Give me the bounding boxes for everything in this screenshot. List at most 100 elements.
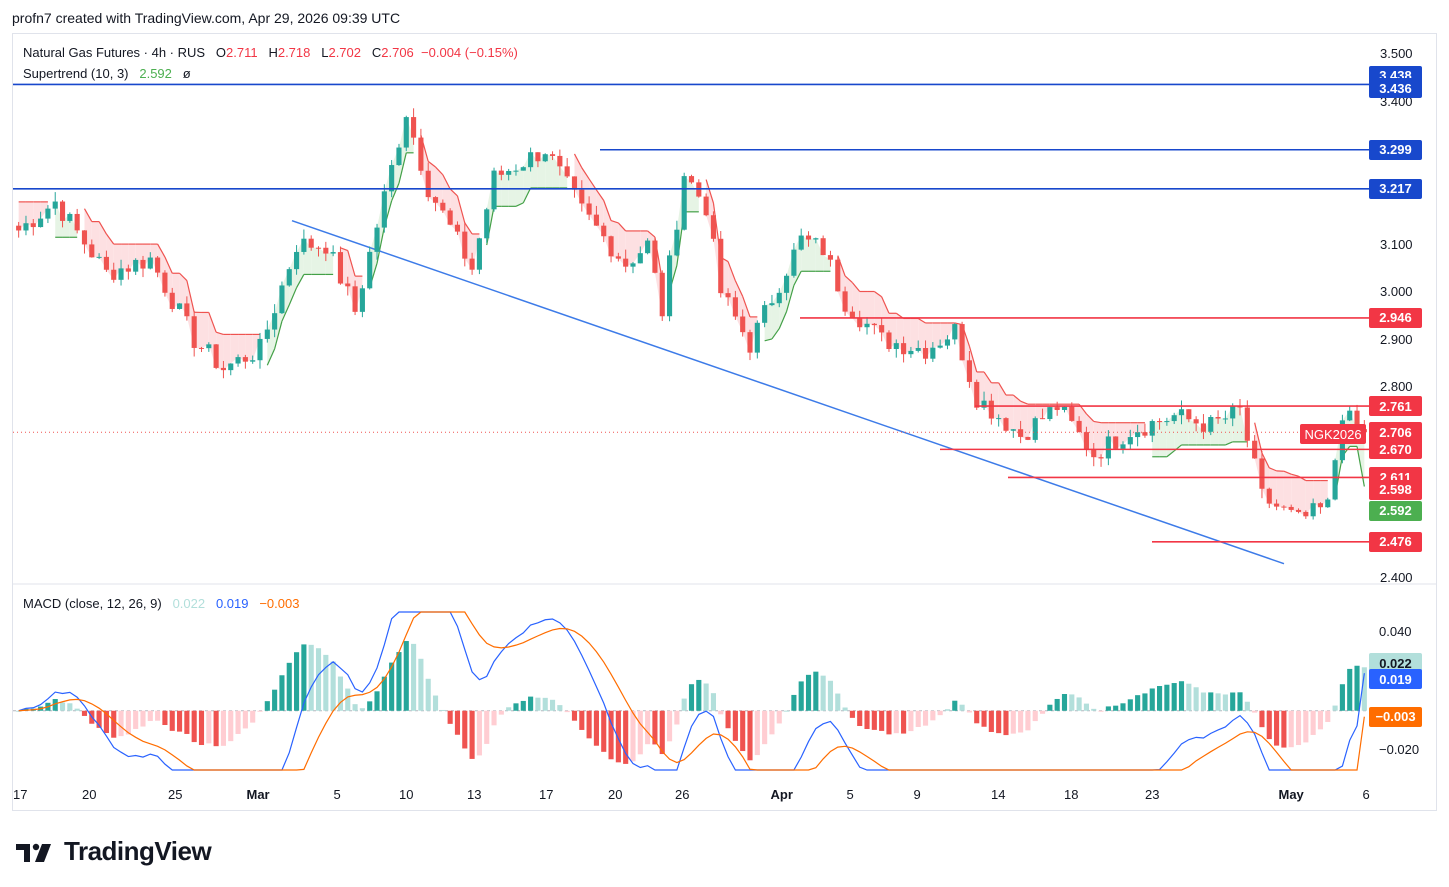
macd-signal-value: −0.003 — [259, 596, 300, 611]
candle-body — [367, 251, 373, 289]
macd-histogram-bar — [857, 710, 863, 727]
supertrend-line — [764, 338, 773, 342]
macd-histogram-bar — [944, 709, 951, 711]
candle-body — [1164, 421, 1170, 423]
macd-histogram-bar — [184, 710, 190, 734]
tradingview-logo[interactable]: TradingView — [14, 836, 212, 867]
candle-body — [1047, 407, 1053, 419]
supertrend-line — [266, 348, 276, 366]
macd-histogram-bar — [374, 691, 380, 711]
macd-histogram-bar — [1010, 710, 1016, 734]
macd-histogram-bar — [462, 710, 468, 749]
macd-histogram-bar — [279, 675, 285, 711]
macd-histogram-bar — [1244, 701, 1250, 711]
price-axis-tick: 2.400 — [1380, 570, 1413, 585]
candle-body — [1303, 511, 1309, 517]
candle-body — [615, 256, 621, 259]
macd-histogram-bar — [615, 710, 621, 763]
macd-histogram-bar — [586, 710, 592, 739]
brand-name: TradingView — [64, 836, 212, 866]
macd-histogram-bar — [381, 676, 387, 711]
candle-body — [279, 285, 285, 314]
macd-histogram-bar — [637, 710, 643, 755]
macd-histogram-bar — [1091, 708, 1097, 711]
candle-body — [403, 117, 409, 148]
candle-body — [440, 202, 446, 211]
macd-histogram-bar — [1164, 684, 1170, 711]
candle-body — [549, 154, 556, 156]
macd-histogram-bar — [571, 710, 578, 721]
supertrend-line — [208, 312, 217, 333]
candle-body — [1171, 415, 1177, 422]
supertrend-fill — [1305, 480, 1314, 517]
supertrend-line — [573, 153, 583, 169]
supertrend-fill — [1035, 404, 1043, 419]
macd-histogram-bar — [528, 696, 534, 711]
supertrend-legend: Supertrend (10, 3) 2.592 ø — [23, 66, 191, 81]
supertrend-line — [157, 243, 166, 258]
candle-body — [791, 249, 797, 276]
supertrend-fill — [318, 247, 326, 275]
supertrend-fill — [545, 154, 553, 188]
macd-histogram-bar — [74, 708, 80, 711]
supertrend-line — [742, 296, 751, 318]
macd-histogram-bar — [257, 710, 263, 712]
macd-histogram-bar — [842, 707, 848, 711]
supertrend-line — [515, 202, 524, 207]
macd-histogram-bar — [1120, 703, 1126, 711]
macd-histogram-bar — [1339, 684, 1345, 711]
macd-histogram-bar — [820, 675, 826, 711]
symbol-title: Natural Gas Futures · 4h · RUS — [23, 45, 206, 60]
time-axis-tick: 9 — [913, 787, 921, 802]
supertrend-line — [595, 189, 605, 201]
macd-histogram-bar — [1274, 710, 1280, 746]
supertrend-line — [881, 296, 890, 314]
macd-histogram-bar — [242, 710, 248, 729]
candle-body — [1193, 419, 1199, 424]
macd-histogram-bar — [696, 679, 702, 711]
macd-histogram-bar — [411, 643, 417, 711]
time-axis-tick: 18 — [1064, 787, 1079, 802]
candle-body — [308, 238, 314, 248]
candle-body — [1127, 437, 1133, 445]
macd-histogram-bar — [352, 704, 358, 711]
macd-histogram-bar — [1003, 710, 1009, 736]
supertrend-line — [837, 255, 846, 277]
candle-body — [1332, 460, 1338, 500]
macd-histogram-bar — [155, 710, 161, 721]
supertrend-line — [1012, 394, 1021, 402]
macd-histogram-bar — [323, 654, 329, 711]
chart-frame[interactable] — [12, 33, 1437, 811]
macd-histogram-bar — [1222, 694, 1228, 711]
candle-body — [272, 313, 278, 330]
macd-histogram-bar — [1281, 710, 1287, 748]
last-price-tag: 2.706 — [1369, 422, 1422, 443]
macd-histogram-bar — [805, 674, 812, 711]
macd-signal-line — [18, 611, 1365, 771]
candle-body — [732, 297, 738, 317]
candle-body — [45, 208, 51, 219]
macd-histogram-bar — [1083, 703, 1089, 711]
candle-body — [564, 166, 570, 177]
macd-histogram-bar — [440, 709, 446, 711]
candle-body — [235, 357, 241, 364]
supertrend-line — [427, 160, 436, 168]
candle-body — [396, 147, 402, 166]
candle-body — [879, 325, 885, 333]
macd-axis-tick: −0.020 — [1379, 742, 1420, 758]
candle-body — [1347, 410, 1353, 421]
macd-histogram-bar — [542, 697, 548, 711]
candle-body — [323, 247, 329, 254]
candle-body — [425, 170, 431, 198]
candle-body — [754, 322, 760, 353]
candle-body — [1186, 409, 1192, 420]
supertrend-fill — [245, 334, 253, 362]
macd-histogram-bar — [747, 710, 753, 761]
macd-histogram-bar — [418, 658, 424, 711]
supertrend-fill — [874, 291, 882, 333]
macd-histogram-bar — [52, 699, 58, 711]
time-axis-tick: 10 — [399, 787, 414, 802]
supertrend-line — [398, 152, 407, 184]
time-axis-tick: 25 — [168, 787, 183, 802]
